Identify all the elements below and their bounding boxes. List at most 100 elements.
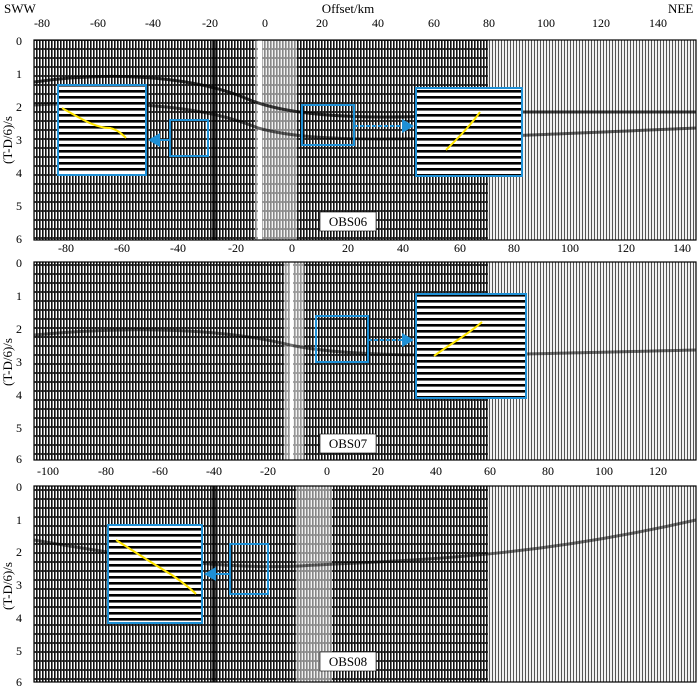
tick-label: 100 (561, 241, 579, 255)
station-label-box (319, 211, 377, 232)
panel-frame (33, 485, 697, 683)
tick-label: 120 (649, 464, 667, 478)
tick-label: 120 (592, 16, 610, 30)
picked-phase-line (61, 107, 127, 139)
tick-label: -100 (37, 464, 59, 478)
y-axis-title: (T-D/6)/s (0, 562, 15, 610)
seismic-section-image (212, 486, 216, 682)
panel-obs07: 0 1 2 3 4 5 6 (T-D/6)/s OBS07 (0, 256, 697, 466)
tick-label: -80 (58, 241, 74, 255)
panel-obs08-top-axis: -100 -80 -60 -40 -20 0 20 40 60 80 100 1… (37, 464, 667, 478)
zoom-inset (107, 524, 203, 624)
tick-label: 140 (649, 16, 667, 30)
seismic-event-band (33, 328, 697, 357)
tick-label: 100 (595, 464, 613, 478)
tick-label: 5 (16, 421, 22, 435)
y-axis-title: (T-D/6)/s (0, 116, 15, 164)
seismic-section-image (34, 486, 488, 682)
station-label: OBS08 (329, 654, 367, 669)
tick-label: 80 (483, 16, 495, 30)
tick-label: 1 (16, 67, 22, 81)
tick-label: 0 (324, 464, 330, 478)
tick-label: 1 (16, 289, 22, 303)
tick-label: 4 (16, 388, 22, 402)
panel-obs06-bottom-axis: -80 -60 -40 -20 0 20 40 60 80 100 120 14… (58, 241, 691, 255)
tick-label: 2 (16, 322, 22, 336)
picked-phase-line (445, 111, 481, 151)
zoom-arrow-head (402, 119, 414, 133)
tick-label: 3 (16, 133, 22, 147)
direction-left-label: SWW (4, 1, 37, 16)
direction-right-label: NEE (668, 1, 693, 16)
tick-label: 0 (262, 16, 268, 30)
tick-label: 40 (430, 464, 442, 478)
tick-label: 40 (372, 16, 384, 30)
panel-obs06: SWW NEE Offset/km -80 -60 -40 -20 0 20 4… (0, 1, 697, 246)
tick-label: -40 (145, 16, 161, 30)
tick-label: 100 (537, 16, 555, 30)
station-label: OBS07 (329, 436, 368, 451)
zoom-arrow-head (148, 133, 160, 147)
tick-label: 120 (617, 241, 635, 255)
tick-label: -60 (152, 464, 168, 478)
tick-label: 20 (372, 464, 384, 478)
seismic-section-image (212, 40, 217, 240)
picked-phase-line (115, 539, 197, 595)
panel-frame (33, 261, 697, 461)
highlight-box (169, 119, 209, 157)
x-axis-title: Offset/km (322, 1, 374, 16)
tick-label: 6 (16, 452, 22, 466)
seismic-section-image (258, 40, 262, 240)
panel-frame (33, 39, 697, 241)
highlight-box (229, 543, 269, 595)
tick-label: 60 (428, 16, 440, 30)
tick-label: 5 (16, 644, 22, 658)
tick-label: 3 (16, 578, 22, 592)
tick-label: 6 (16, 675, 22, 689)
tick-label: 20 (316, 16, 328, 30)
tick-label: -40 (170, 241, 186, 255)
tick-label: 60 (454, 241, 466, 255)
tick-label: 0 (289, 241, 295, 255)
tick-label: 80 (508, 241, 520, 255)
tick-label: 80 (542, 464, 554, 478)
tick-label: 1 (16, 513, 22, 527)
zoom-inset (57, 84, 147, 176)
tick-label: -60 (90, 16, 106, 30)
tick-label: 60 (484, 464, 496, 478)
tick-label: -40 (206, 464, 222, 478)
zoom-arrow-head (204, 567, 216, 581)
tick-label: 0 (16, 256, 22, 270)
station-label-box (319, 651, 377, 672)
tick-label: 2 (16, 545, 22, 559)
seismic-section-image (296, 486, 332, 682)
tick-label: 6 (16, 232, 22, 246)
tick-label: -20 (202, 16, 218, 30)
station-label: OBS06 (329, 214, 368, 229)
picked-phase-line (433, 321, 483, 357)
tick-label: -80 (98, 464, 114, 478)
tick-label: -80 (34, 16, 50, 30)
tick-label: -20 (228, 241, 244, 255)
tick-label: 40 (397, 241, 409, 255)
seismic-section-image (290, 262, 293, 460)
seismic-section-image (488, 486, 696, 682)
tick-label: -20 (260, 464, 276, 478)
tick-label: 4 (16, 611, 22, 625)
tick-label: 2 (16, 100, 22, 114)
tick-label: 5 (16, 199, 22, 213)
y-axis-title: (T-D/6)/s (0, 338, 15, 386)
tick-label: 3 (16, 355, 22, 369)
tick-label: 20 (342, 241, 354, 255)
zoom-inset (415, 87, 523, 177)
seismic-section-image (34, 262, 488, 460)
tick-label: 0 (16, 34, 22, 48)
zoom-inset (415, 293, 527, 399)
tick-label: -60 (114, 241, 130, 255)
panel-obs08: 0 1 2 3 4 5 6 (T-D/6)/s OBS08 (0, 480, 697, 689)
tick-label: 4 (16, 166, 22, 180)
tick-label: 0 (16, 480, 22, 494)
station-label-box (319, 433, 377, 454)
zoom-arrow-head (402, 333, 414, 347)
